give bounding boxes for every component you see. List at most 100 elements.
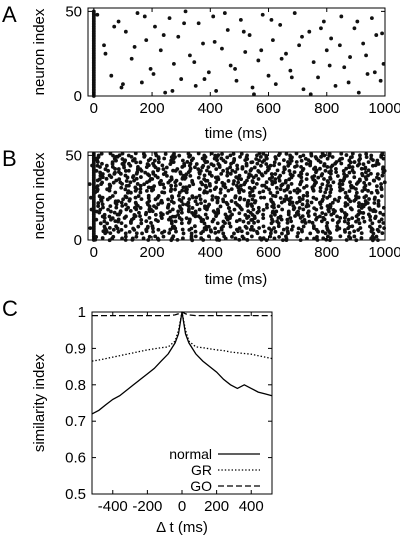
spike-point bbox=[247, 33, 252, 37]
spike-point bbox=[226, 188, 231, 193]
spike-point bbox=[232, 179, 236, 183]
spike-point bbox=[134, 176, 139, 181]
spike-point bbox=[205, 216, 210, 220]
spike-point bbox=[285, 197, 290, 202]
spike-point bbox=[156, 194, 161, 198]
spike-point bbox=[203, 204, 207, 209]
spike-point bbox=[299, 179, 304, 183]
spike-point bbox=[221, 219, 226, 224]
spike-point bbox=[296, 231, 301, 235]
spike-point bbox=[246, 198, 251, 203]
spike-point bbox=[295, 234, 300, 239]
spike-point bbox=[303, 156, 308, 161]
x-tick-label: 200 bbox=[140, 244, 165, 261]
spike-point bbox=[147, 215, 152, 220]
spike-point bbox=[280, 207, 285, 212]
spike-point bbox=[169, 175, 174, 180]
spike-point bbox=[363, 170, 368, 175]
spike-point bbox=[361, 41, 366, 46]
spike-point bbox=[228, 171, 233, 176]
spike-point bbox=[254, 157, 259, 161]
spike-point bbox=[310, 220, 315, 225]
spike-point bbox=[201, 163, 206, 168]
spike-point bbox=[375, 175, 379, 180]
spike-point bbox=[235, 183, 239, 188]
spike-point bbox=[292, 170, 297, 175]
spike-point bbox=[252, 185, 257, 190]
spike-point bbox=[99, 151, 104, 156]
spike-point bbox=[123, 202, 128, 207]
panel-c-frame bbox=[91, 311, 273, 495]
spike-point bbox=[117, 170, 121, 174]
spike-point bbox=[173, 183, 178, 188]
spike-point bbox=[314, 197, 319, 202]
spike-point bbox=[211, 14, 216, 19]
spike-point bbox=[189, 226, 194, 231]
spike-point bbox=[132, 45, 137, 49]
spike-point bbox=[112, 24, 117, 29]
spike-point bbox=[373, 214, 378, 219]
spike-point bbox=[90, 163, 94, 168]
spike-point bbox=[322, 162, 327, 166]
spike-point bbox=[286, 209, 291, 214]
spike-point bbox=[209, 162, 214, 167]
spike-point bbox=[372, 201, 377, 205]
spike-point bbox=[230, 234, 234, 239]
spike-point bbox=[119, 85, 124, 90]
spike-point bbox=[311, 60, 316, 65]
spike-point bbox=[138, 160, 143, 165]
spike-point bbox=[313, 165, 318, 170]
spike-point bbox=[203, 199, 208, 204]
spike-point bbox=[328, 190, 333, 195]
spike-point bbox=[151, 72, 156, 76]
panel-b-spikes bbox=[87, 151, 387, 243]
spike-point bbox=[231, 152, 236, 156]
spike-point bbox=[176, 212, 181, 217]
spike-point bbox=[243, 213, 248, 217]
spike-point bbox=[201, 218, 206, 222]
spike-point bbox=[335, 214, 339, 219]
spike-point bbox=[156, 202, 161, 207]
spike-point bbox=[350, 165, 355, 170]
spike-point bbox=[227, 221, 232, 226]
spike-point bbox=[250, 179, 255, 183]
spike-point bbox=[357, 209, 361, 213]
spike-point bbox=[136, 165, 140, 169]
spike-point bbox=[251, 228, 256, 232]
x-tick-label: 0 bbox=[178, 498, 186, 515]
spike-point bbox=[379, 217, 384, 222]
spike-point bbox=[287, 168, 292, 173]
spike-point bbox=[375, 227, 380, 232]
spike-point bbox=[148, 156, 153, 161]
spike-point bbox=[252, 220, 256, 225]
spike-point bbox=[375, 158, 380, 163]
spike-point bbox=[252, 165, 257, 170]
spike-point bbox=[214, 89, 219, 93]
spike-point bbox=[357, 221, 362, 226]
spike-point bbox=[118, 209, 123, 214]
spike-point bbox=[302, 218, 307, 222]
spike-point bbox=[145, 188, 149, 193]
spike-point bbox=[325, 156, 330, 161]
spike-point bbox=[367, 182, 372, 186]
spike-point bbox=[106, 207, 110, 212]
spike-point bbox=[321, 236, 326, 241]
y-tick-label: 0.6 bbox=[65, 450, 86, 467]
spike-point bbox=[268, 191, 273, 195]
series-line-gr bbox=[91, 311, 273, 362]
spike-point bbox=[156, 167, 161, 171]
x-tick-label: -200 bbox=[132, 498, 162, 515]
spike-point bbox=[365, 72, 370, 76]
spike-point bbox=[273, 82, 278, 87]
spike-point bbox=[100, 202, 105, 207]
spike-point bbox=[211, 209, 216, 214]
spike-point bbox=[94, 168, 99, 173]
spike-point bbox=[176, 34, 181, 39]
spike-point bbox=[305, 190, 310, 195]
spike-point bbox=[330, 155, 335, 159]
spike-point bbox=[380, 173, 385, 178]
spike-point bbox=[201, 41, 205, 46]
spike-point bbox=[276, 204, 281, 209]
spike-point bbox=[261, 189, 266, 194]
